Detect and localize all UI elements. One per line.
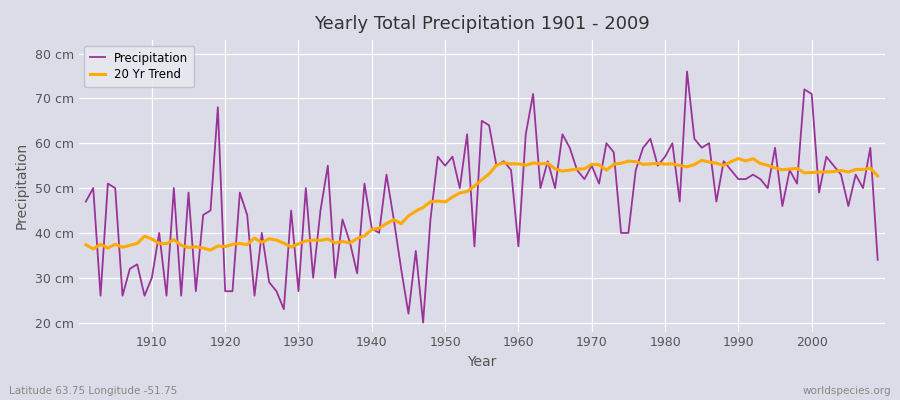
- Line: 20 Yr Trend: 20 Yr Trend: [86, 158, 878, 250]
- 20 Yr Trend: [140, 234, 150, 239]
- 20 Yr Trend: [80, 242, 91, 247]
- X-axis label: Year: Year: [467, 355, 497, 369]
- Precipitation: [872, 258, 883, 262]
- 20 Yr Trend: [872, 174, 883, 178]
- Text: Latitude 63.75 Longitude -51.75: Latitude 63.75 Longitude -51.75: [9, 386, 177, 396]
- 20 Yr Trend: [608, 162, 619, 167]
- Y-axis label: Precipitation: Precipitation: [15, 142, 29, 230]
- Title: Yearly Total Precipitation 1901 - 2009: Yearly Total Precipitation 1901 - 2009: [314, 15, 650, 33]
- 20 Yr Trend: [352, 236, 363, 241]
- Precipitation: [520, 132, 531, 137]
- 20 Yr Trend: [733, 156, 743, 161]
- Line: Precipitation: Precipitation: [86, 72, 878, 323]
- Legend: Precipitation, 20 Yr Trend: Precipitation, 20 Yr Trend: [85, 46, 194, 87]
- Precipitation: [345, 240, 356, 244]
- Precipitation: [80, 199, 91, 204]
- 20 Yr Trend: [308, 238, 319, 242]
- Precipitation: [608, 150, 619, 155]
- Precipitation: [418, 320, 428, 325]
- Precipitation: [513, 244, 524, 249]
- 20 Yr Trend: [513, 162, 524, 166]
- 20 Yr Trend: [520, 163, 531, 168]
- Text: worldspecies.org: worldspecies.org: [803, 386, 891, 396]
- 20 Yr Trend: [205, 248, 216, 252]
- Precipitation: [681, 69, 692, 74]
- Precipitation: [140, 293, 150, 298]
- Precipitation: [301, 186, 311, 190]
